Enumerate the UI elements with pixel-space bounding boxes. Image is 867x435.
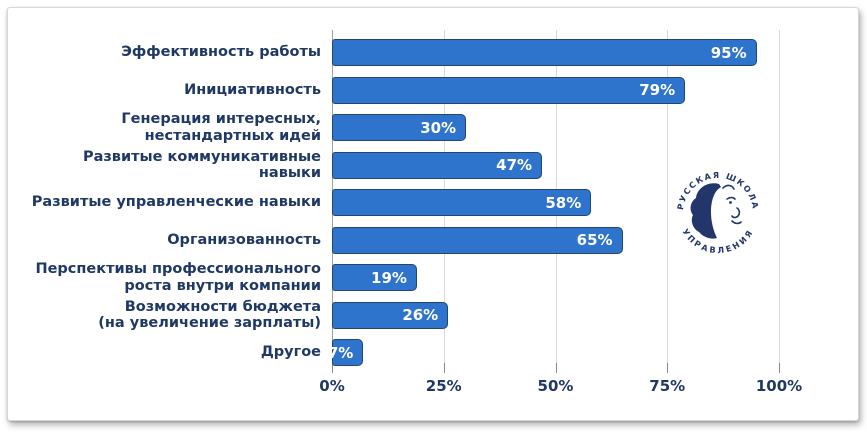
bar-row: Инициативность 79% xyxy=(8,72,860,110)
bar-track: 7% xyxy=(328,339,779,367)
bar: 58% xyxy=(332,189,592,217)
bar-value-label: 79% xyxy=(639,81,676,100)
x-tick xyxy=(779,363,780,373)
category-label: Организованность xyxy=(167,231,321,248)
x-axis-label: 75% xyxy=(649,377,686,395)
bar-row: Развитые коммуникативные навыки 47% xyxy=(8,147,860,185)
gridline-75 xyxy=(667,30,669,369)
bar-row: Другое 7% xyxy=(8,334,860,372)
bar: 79% xyxy=(332,76,686,104)
bar-value-label: 58% xyxy=(545,193,582,212)
bar-value-label: 19% xyxy=(371,268,407,287)
bar-row: Организованность 65% xyxy=(8,222,860,260)
x-axis-label: 50% xyxy=(537,377,574,395)
bar-track: 58% xyxy=(332,189,779,217)
category-label: Возможности бюджета (на увеличение зарпл… xyxy=(98,298,321,332)
bar: 65% xyxy=(332,226,623,254)
bar-track: 47% xyxy=(332,151,779,179)
bar-value-label: 30% xyxy=(420,118,457,137)
bar-row: Перспективы профессионального роста внут… xyxy=(8,259,860,297)
x-tick xyxy=(667,363,669,373)
bar-row: Эффективность работы 95% xyxy=(8,34,860,72)
bar-rows: Эффективность работы 95% Инициативность … xyxy=(8,34,860,372)
bar-track: 26% xyxy=(332,301,779,329)
bar-row: Генерация интересных, нестандартных идей… xyxy=(8,109,860,147)
bar-value-label: 47% xyxy=(496,156,533,175)
category-label: Развитые коммуникативные навыки xyxy=(82,148,321,182)
bar: 47% xyxy=(332,151,543,179)
gridline-100 xyxy=(779,30,780,369)
x-tick xyxy=(555,363,557,373)
category-label: Перспективы профессионального роста внут… xyxy=(35,261,321,294)
logo-background xyxy=(670,165,766,261)
category-label: Инициативность xyxy=(184,81,321,98)
bar-row: Развитые управленческие навыки 58% xyxy=(8,184,860,222)
bar-track: 30% xyxy=(332,114,779,142)
category-label: Другое xyxy=(260,344,321,361)
x-axis-label: 0% xyxy=(319,377,345,395)
bar: 26% xyxy=(332,301,449,329)
category-label: Генерация интересных, нестандартных идей xyxy=(121,111,321,144)
bar-track: 95% xyxy=(332,39,779,67)
bar-track: 19% xyxy=(332,264,779,292)
x-axis-label: 100% xyxy=(755,377,803,395)
x-axis-label: 25% xyxy=(425,377,462,395)
bar-row: Возможности бюджета (на увеличение зарпл… xyxy=(8,297,860,335)
bar: 19% xyxy=(332,264,417,292)
bar-value-label: 65% xyxy=(576,231,613,250)
lion-icon xyxy=(690,183,742,239)
bar-track: 79% xyxy=(332,76,779,104)
x-tick xyxy=(332,363,333,373)
russian-school-of-management-logo: • РУССКАЯ ШКОЛА • УПРАВЛЕНИЯ xyxy=(668,163,766,261)
x-tick xyxy=(443,363,445,373)
bar-value-label: 26% xyxy=(402,306,439,325)
bar: 95% xyxy=(332,39,757,67)
chart-card: 0% 25% 50% 75% 100% Эффективность работы… xyxy=(7,7,859,421)
bar: 30% xyxy=(332,114,467,142)
bar-value-label: 95% xyxy=(710,43,747,62)
bar: 7% xyxy=(328,339,364,367)
category-label: Эффективность работы xyxy=(121,44,321,61)
bar-value-label: 7% xyxy=(327,343,354,362)
bar-track: 65% xyxy=(332,226,779,254)
category-label: Развитые управленческие навыки xyxy=(31,194,321,211)
